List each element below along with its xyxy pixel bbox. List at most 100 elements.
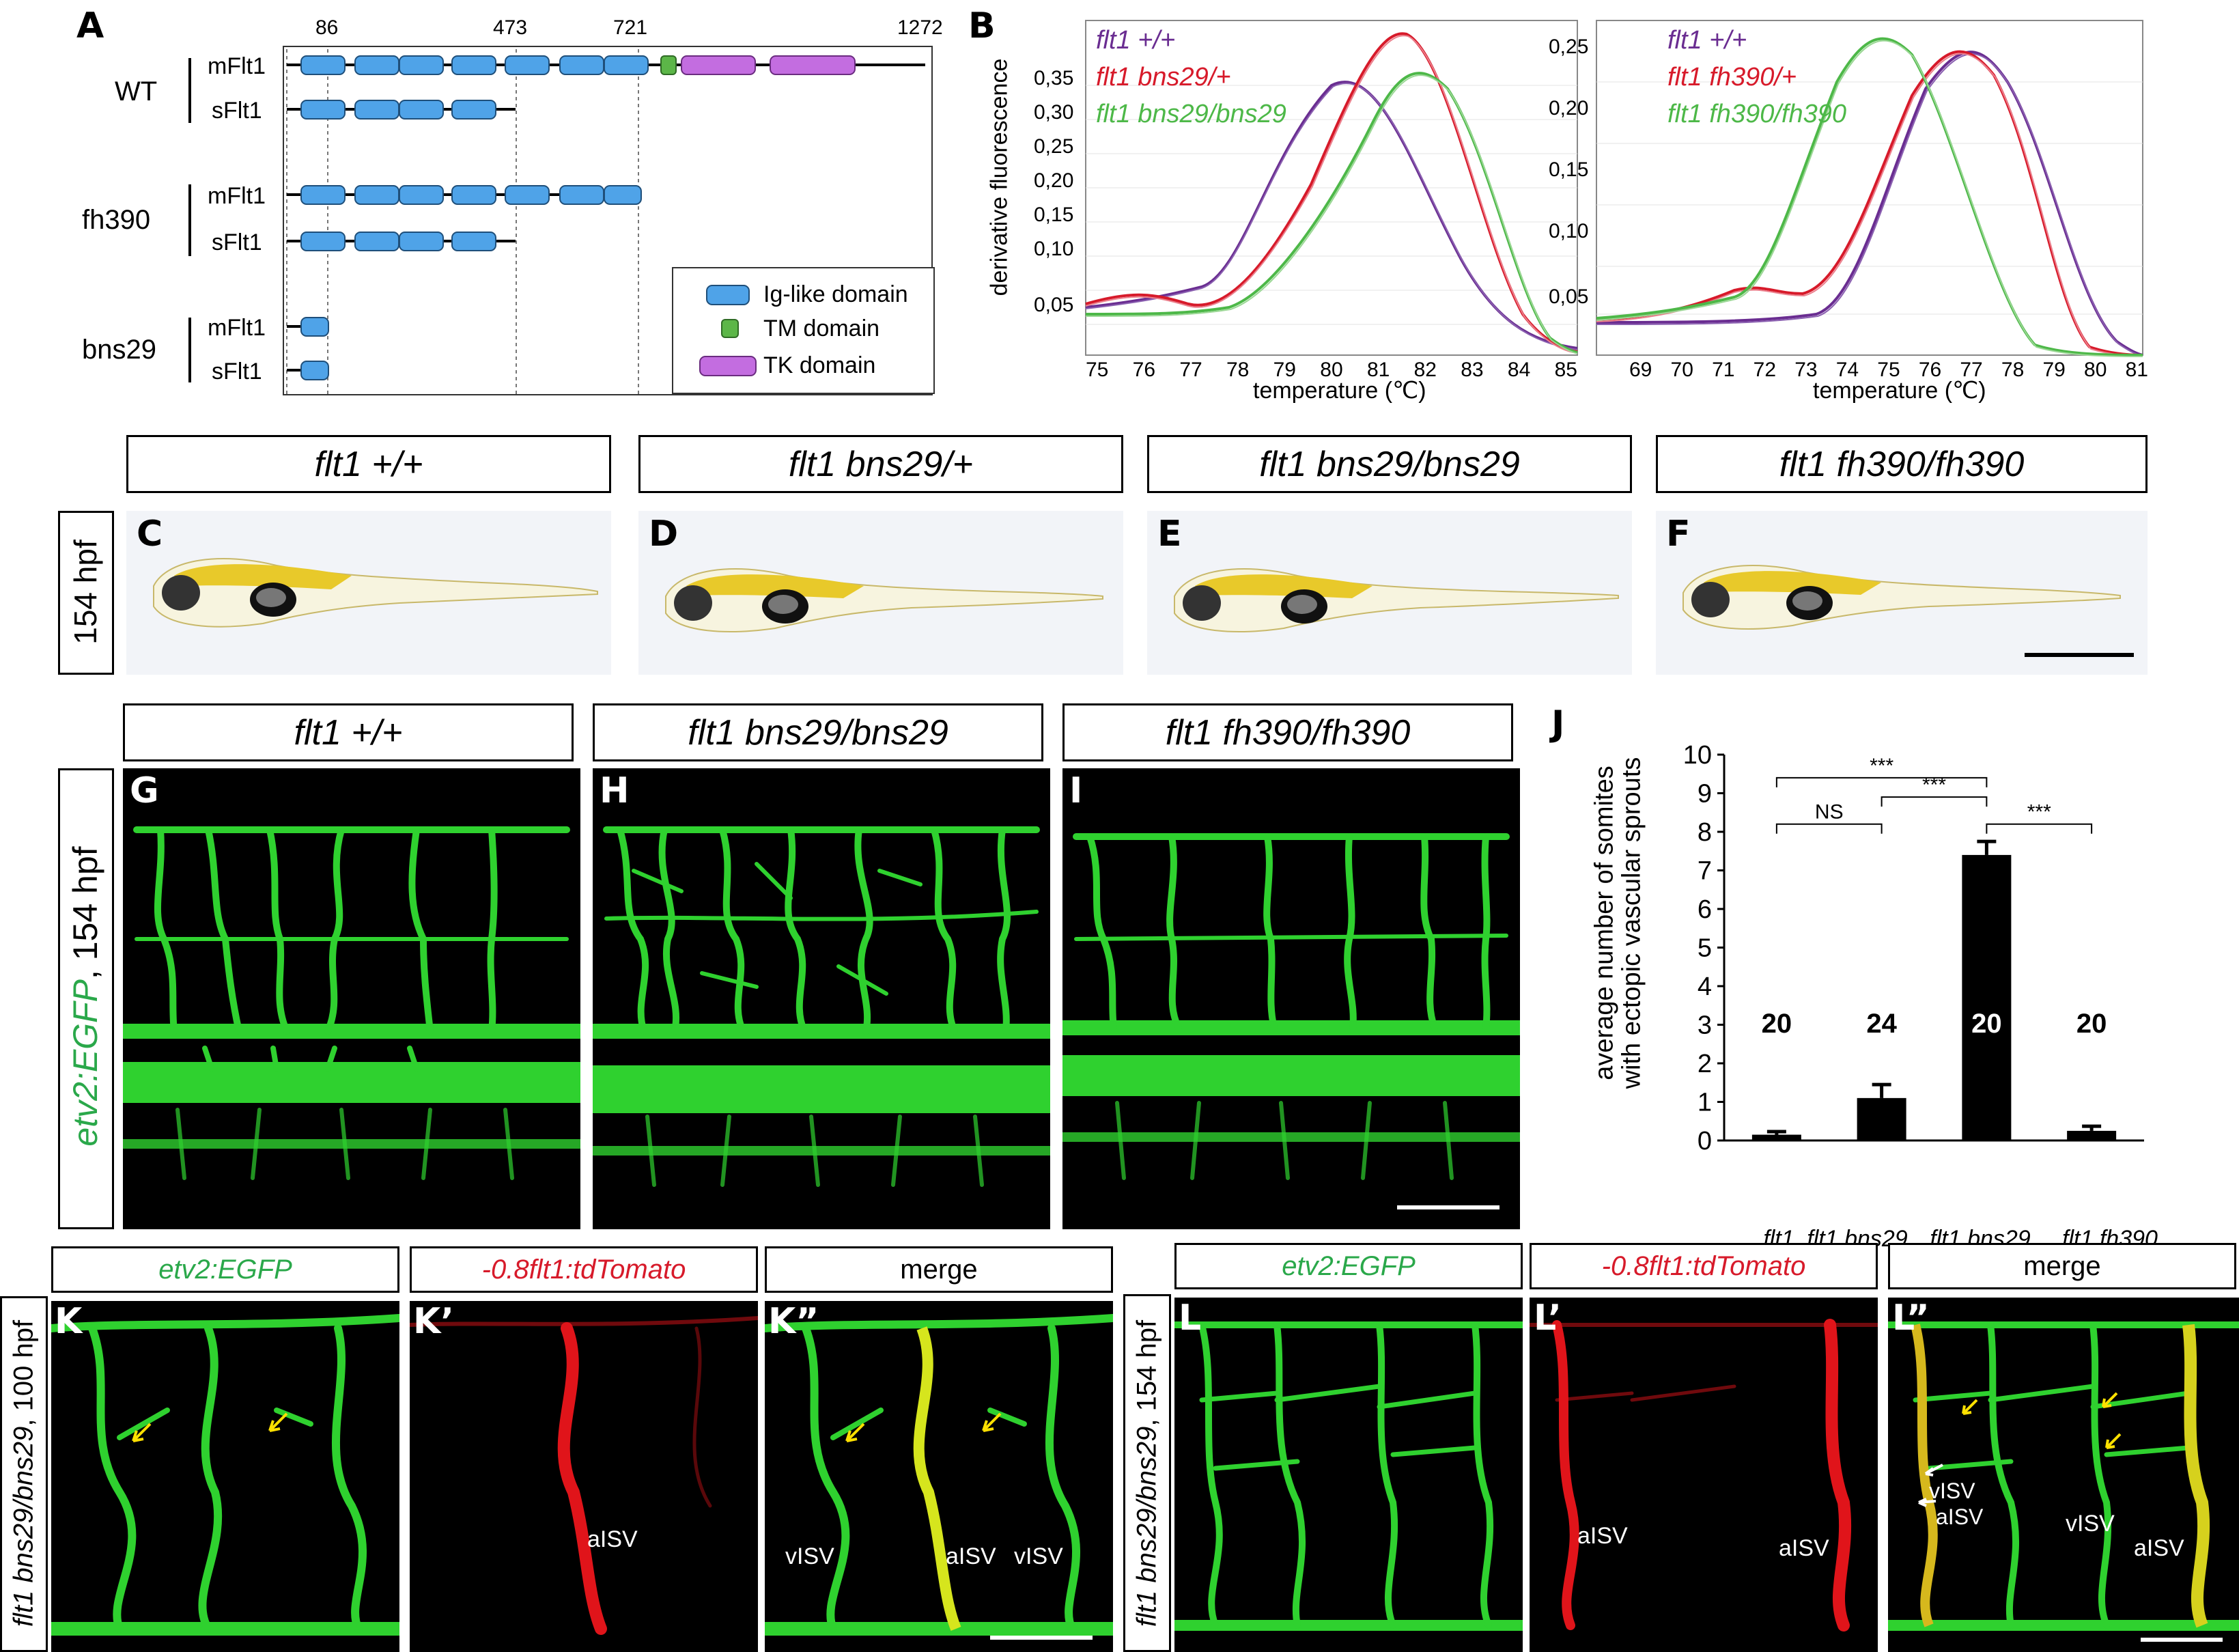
channel-title-l: etv2:EGFP [1174,1243,1523,1289]
curve-left-het-2 [1085,35,1578,354]
significance-label: *** [2027,801,2051,824]
melt-left-xticks: 75 76 77 78 79 80 81 82 83 84 85 [1086,359,1577,382]
larva-drawing [1174,568,1619,632]
somite-bar-chart: 0 1 2 3 4 5 6 7 8 9 10 20 24 20 20 *** *** NS *** [1683,741,2144,1156]
ytick: 0,20 [1549,97,1589,120]
genotype-title-e: flt1 bns29/bns29 [1147,435,1632,493]
bar [2067,1130,2117,1140]
vessel-drawing [1062,833,1520,1209]
genotype-title-f: flt1 fh390/fh390 [1656,435,2148,493]
k2-label-visv: vISV [785,1543,834,1569]
significance-label: *** [1922,774,1946,796]
gi-side-label: etv2:EGFP, 154 hpf [66,768,105,1225]
melt-right-frame [1596,20,2143,356]
larva-drawing [1682,565,2134,657]
protein-domain-diagram [188,46,935,395]
y-tick-label: 8 [1698,818,1712,847]
melt-left-curves [1085,32,1578,354]
genotype-title-h: flt1 bns29/bns29 [593,703,1043,761]
xtick: 78 [2001,359,2025,381]
vessel-image-h [593,768,1050,1229]
l-image-merge [1888,1298,2239,1652]
stage-label: 154 hpf [68,540,103,645]
significance-bracket [1881,796,1988,807]
panel-g-letter: G [130,770,159,811]
melt-right-grid [1596,81,2143,315]
melt-right-xlabel: temperature (℃) [1813,378,1986,404]
bns29-mflt1-protein [287,317,329,337]
genotype-title-i: flt1 fh390/fh390 [1062,703,1513,761]
row-wt-sflt1: sFlt1 [212,98,262,124]
y-tick-label: 7 [1698,857,1712,886]
vessel-drawing [410,1316,758,1635]
sample-size-label: 20 [2076,1009,2107,1039]
l2-label-aisv: aISV [1936,1504,1984,1529]
panel-b-letter: B [968,5,996,46]
melt-right-xticks: 69 70 71 72 73 74 75 76 77 78 79 80 81 [1629,359,2148,382]
row-bns29-sflt1: sFlt1 [212,359,262,384]
l-side-stage: , 154 hpf [1131,1319,1162,1427]
vessel-drawing [1888,1321,2239,1642]
domain-frame [283,46,933,395]
row-wt-mflt1: mFlt1 [208,53,266,79]
scale-bar [2025,653,2134,657]
xtick: 74 [1835,359,1859,381]
xtick: 82 [1413,359,1437,381]
scale-bar [1397,1205,1499,1209]
k-image-green [51,1301,399,1652]
sample-size-label: 20 [1762,1009,1792,1039]
larva-image-c [126,511,611,675]
scale-bar [990,1636,1093,1640]
panel-k1-letter: K’ [413,1301,455,1342]
position-86: 86 [315,16,339,39]
panel-c-letter: C [137,514,163,555]
xtick: 80 [1320,359,1343,381]
l1-label-aisv: aISV [1577,1523,1628,1549]
xtick: 70 [1670,359,1693,381]
ytick: 0,30 [1034,101,1074,124]
l-image-green [1174,1298,1523,1652]
panel-i-letter: I [1069,770,1083,811]
panel-l-letter: L [1179,1298,1202,1339]
melt-right-legend-het: flt1 fh390/+ [1667,63,1797,92]
k-image-red [410,1301,758,1652]
group-fh390: fh390 [82,205,151,235]
legend-ig-label: Ig-like domain [763,281,908,307]
k-image-merge [765,1301,1113,1652]
l-side-genotype: flt1 bns29/bns29 [1131,1426,1162,1627]
vessel-drawing [1174,1321,1523,1631]
position-721: 721 [613,16,648,39]
gi-side-stage: , 154 hpf [66,846,104,980]
curve-right-het-2 [1596,53,2143,357]
row-fh390-mflt1: mFlt1 [208,183,266,209]
xtick: 80 [2084,359,2107,381]
k-side-label: flt1 bns29/bns29, 100 hpf [9,1300,40,1648]
xtick: 81 [1366,359,1390,381]
xtick: 71 [1712,359,1735,381]
l1-label-aisv-2: aISV [1779,1535,1829,1561]
vessel-drawing [51,1314,399,1636]
xtick: 79 [1273,359,1296,381]
group-wt: WT [115,76,158,107]
scale-bar [2141,1638,2223,1642]
legend-tk-swatch [699,356,757,376]
k-side-stage: , 100 hpf [8,1319,39,1427]
significance-bracket [1986,823,2093,834]
fh390-sflt1-protein [287,232,516,251]
position-473: 473 [493,16,528,39]
ytick: 0,25 [1549,36,1589,58]
genotype-title-d: flt1 bns29/+ [638,435,1123,493]
channel-title-k2: merge [765,1246,1113,1293]
y-tick-label: 2 [1698,1050,1712,1078]
xtick: 69 [1629,359,1652,381]
melt-left-legend-hom: flt1 bns29/bns29 [1096,100,1286,128]
panel-a-letter: A [76,5,104,46]
significance-bracket [1775,823,1883,834]
panel-l1-letter: L’ [1534,1298,1562,1339]
xtick: 79 [2042,359,2066,381]
y-tick-label: 6 [1698,895,1712,924]
stage-label-box [58,511,114,675]
legend-tk-label: TK domain [763,352,876,378]
ytick: 0,10 [1549,220,1589,242]
curve-right-wt-2 [1596,53,2143,357]
